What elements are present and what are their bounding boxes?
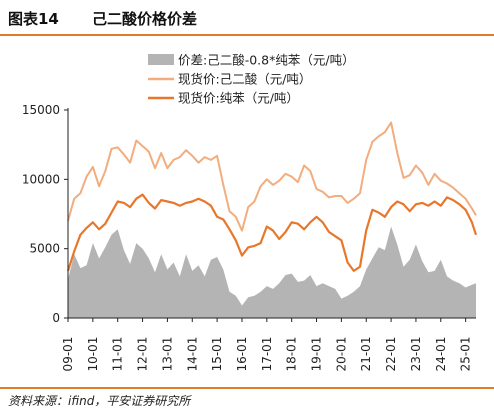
x-tick-label: 22-01 (384, 337, 398, 372)
axes: 0 5000 10000 15000 09-01 10-01 11-01 12-01 13-01… (22, 103, 476, 371)
figure-title: 己二酸价格价差 (92, 10, 198, 28)
x-tick-label: 20-01 (334, 337, 348, 372)
bottom-rule (0, 387, 494, 389)
source-note: 资料来源：ifind，平安证券研究所 (8, 394, 191, 408)
legend-label: 现货价:己二酸（元/吨） (178, 72, 311, 87)
y-tick-label: 15000 (22, 103, 60, 117)
chart: 价差:己二酸-0.8*纯苯（元/吨） 现货价:己二酸（元/吨） 现货价:纯苯（元/吨… (22, 53, 478, 371)
x-tick-label: 10-01 (86, 337, 100, 372)
x-tick-label: 12-01 (136, 337, 150, 372)
x-tick-label: 19-01 (310, 337, 324, 372)
line-layer (66, 121, 478, 272)
series-spread-area (68, 226, 476, 318)
x-tick-label: 25-01 (459, 337, 473, 372)
x-tick-label: 14-01 (185, 337, 199, 372)
y-tick-label: 0 (52, 311, 60, 325)
figure-header: 图表14 己二酸价格价差 (0, 0, 494, 36)
x-tick-label: 21-01 (359, 337, 373, 372)
top-rule (0, 34, 494, 36)
spread-area-layer (68, 226, 476, 318)
series-benzene-line (66, 193, 478, 272)
x-tick-label: 24-01 (434, 337, 448, 372)
x-tick-label: 11-01 (111, 337, 125, 372)
x-tick-label: 16-01 (235, 337, 249, 372)
x-tick-label: 15-01 (210, 337, 224, 372)
x-tick-label: 09-01 (61, 337, 75, 372)
x-tick-label: 13-01 (160, 337, 174, 372)
figure-number: 图表14 (8, 10, 59, 28)
y-tick-label: 10000 (22, 172, 60, 186)
x-tick-label: 23-01 (409, 337, 423, 372)
legend-label: 价差:己二酸-0.8*纯苯（元/吨） (178, 53, 355, 68)
x-tick-label: 17-01 (260, 337, 274, 372)
legend-swatch-spread (148, 54, 174, 65)
legend: 价差:己二酸-0.8*纯苯（元/吨） 现货价:己二酸（元/吨） 现货价:纯苯（元/吨… (148, 53, 355, 106)
y-tick-label: 5000 (29, 242, 60, 256)
legend-label: 现货价:纯苯（元/吨） (178, 91, 299, 106)
x-tick-label: 18-01 (285, 337, 299, 372)
series-adipic-line (67, 121, 477, 232)
